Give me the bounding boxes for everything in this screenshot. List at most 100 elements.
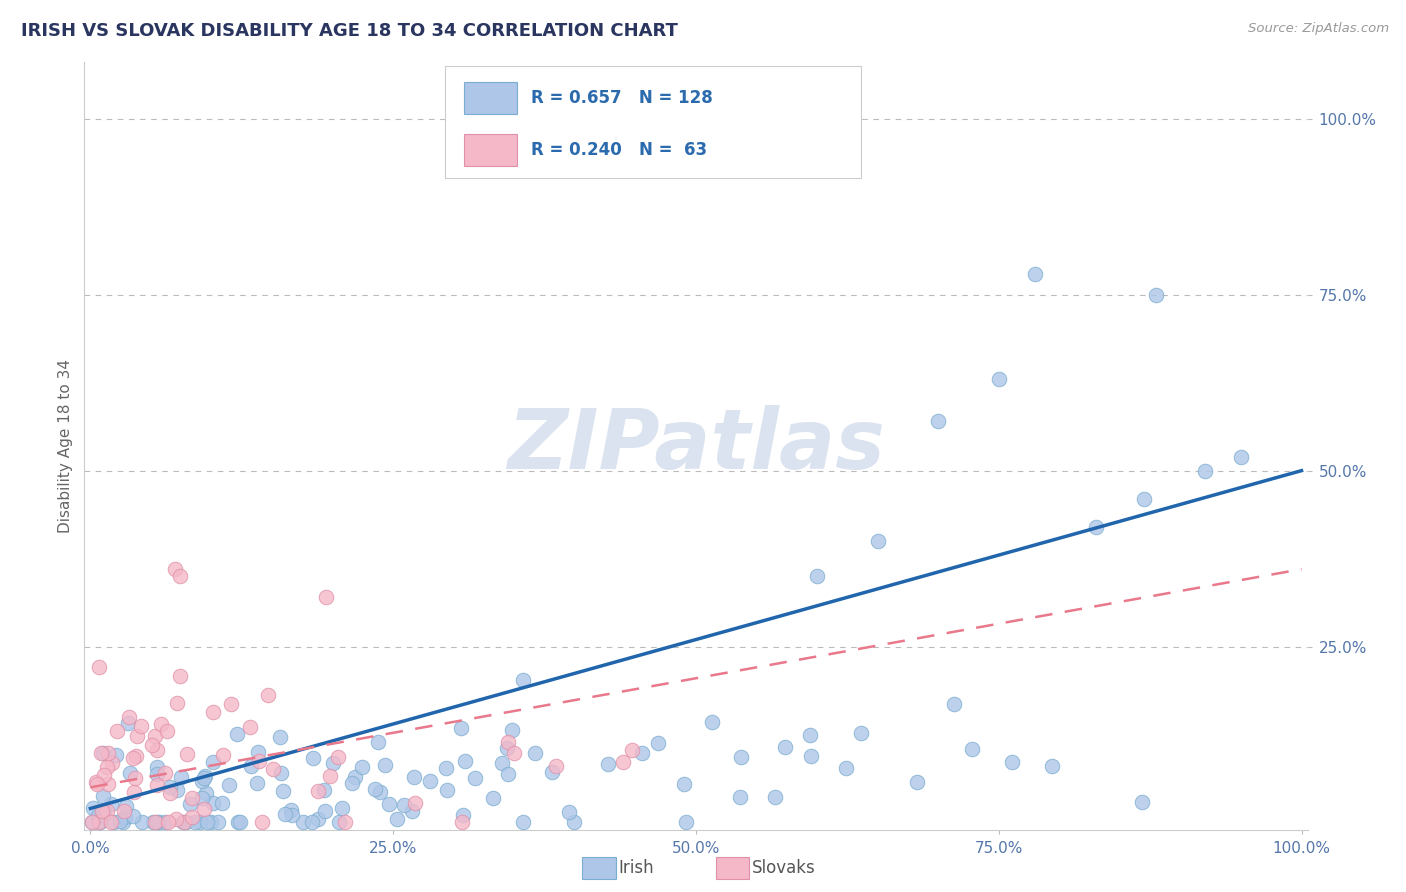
Point bbox=[142, 814, 165, 829]
Point bbox=[491, 756, 513, 770]
Point bbox=[218, 778, 240, 792]
Point bbox=[374, 757, 396, 772]
Point bbox=[307, 784, 329, 798]
Point bbox=[262, 762, 284, 776]
Point bbox=[112, 805, 135, 819]
Point bbox=[503, 746, 526, 760]
Point bbox=[1040, 759, 1063, 773]
Point bbox=[229, 814, 252, 829]
Point bbox=[201, 705, 224, 719]
Point bbox=[200, 814, 222, 829]
Point bbox=[172, 814, 194, 829]
Point bbox=[453, 754, 475, 768]
Point bbox=[315, 591, 337, 605]
Point bbox=[728, 789, 751, 804]
Point bbox=[464, 771, 486, 785]
Point bbox=[221, 697, 243, 711]
Point bbox=[328, 814, 350, 829]
Point bbox=[333, 814, 356, 829]
Point bbox=[115, 799, 138, 814]
Point bbox=[453, 807, 475, 822]
Point bbox=[302, 751, 325, 765]
Text: Source: ZipAtlas.com: Source: ZipAtlas.com bbox=[1249, 22, 1389, 36]
Point bbox=[141, 738, 163, 752]
Point bbox=[211, 796, 233, 810]
Point bbox=[184, 814, 207, 829]
Point bbox=[125, 748, 148, 763]
Point bbox=[367, 735, 389, 749]
Point bbox=[93, 805, 115, 819]
Point bbox=[125, 730, 148, 744]
Point bbox=[835, 761, 858, 775]
Point bbox=[806, 569, 828, 583]
Point bbox=[169, 569, 191, 583]
Point bbox=[450, 721, 472, 735]
Point bbox=[730, 750, 752, 764]
Point bbox=[270, 765, 292, 780]
Point bbox=[181, 790, 204, 805]
Point bbox=[124, 771, 146, 785]
Point bbox=[675, 814, 697, 829]
Point bbox=[239, 720, 262, 734]
Point bbox=[211, 747, 233, 762]
Point bbox=[1001, 755, 1024, 769]
Point bbox=[91, 808, 114, 822]
Point bbox=[401, 805, 423, 819]
Point bbox=[1024, 267, 1046, 281]
Point bbox=[322, 756, 344, 771]
Point bbox=[90, 805, 112, 819]
Point bbox=[122, 809, 145, 823]
Point bbox=[165, 562, 187, 576]
Point bbox=[394, 798, 416, 813]
Point bbox=[80, 814, 103, 829]
Point bbox=[378, 797, 401, 811]
Point bbox=[108, 814, 131, 829]
Point bbox=[90, 747, 112, 761]
Point bbox=[91, 746, 114, 760]
Point bbox=[631, 746, 654, 760]
Point bbox=[96, 760, 118, 774]
Point bbox=[269, 730, 291, 744]
Point bbox=[174, 814, 197, 829]
Point bbox=[193, 772, 215, 786]
Point bbox=[1144, 287, 1167, 301]
Point bbox=[1194, 464, 1216, 478]
Point bbox=[103, 814, 125, 829]
Point bbox=[87, 809, 110, 823]
Point bbox=[143, 814, 166, 829]
Point bbox=[122, 751, 145, 765]
Point bbox=[166, 696, 188, 710]
Point bbox=[960, 742, 983, 756]
Point bbox=[105, 748, 128, 763]
Point bbox=[114, 810, 136, 824]
Point bbox=[124, 785, 146, 799]
Point bbox=[165, 812, 187, 826]
Point bbox=[166, 783, 188, 797]
Point bbox=[247, 754, 270, 768]
Point bbox=[252, 814, 274, 829]
Point bbox=[436, 782, 458, 797]
Point bbox=[419, 774, 441, 789]
Point bbox=[87, 660, 110, 674]
Text: R = 0.240   N =  63: R = 0.240 N = 63 bbox=[531, 141, 707, 159]
Point bbox=[195, 814, 218, 829]
Point bbox=[159, 780, 181, 794]
Point bbox=[207, 814, 229, 829]
Point bbox=[226, 814, 249, 829]
Point bbox=[312, 782, 335, 797]
Point bbox=[350, 760, 373, 774]
Point bbox=[194, 768, 217, 782]
Point bbox=[523, 746, 546, 760]
Point bbox=[239, 759, 262, 773]
Point bbox=[343, 770, 366, 784]
Point bbox=[558, 805, 581, 820]
Point bbox=[153, 814, 176, 829]
Point bbox=[319, 769, 342, 783]
Point bbox=[496, 735, 519, 749]
Point bbox=[146, 778, 169, 792]
Point bbox=[156, 814, 179, 829]
Point bbox=[364, 781, 387, 796]
Point bbox=[368, 785, 391, 799]
Point bbox=[280, 803, 302, 817]
Point bbox=[512, 673, 534, 687]
